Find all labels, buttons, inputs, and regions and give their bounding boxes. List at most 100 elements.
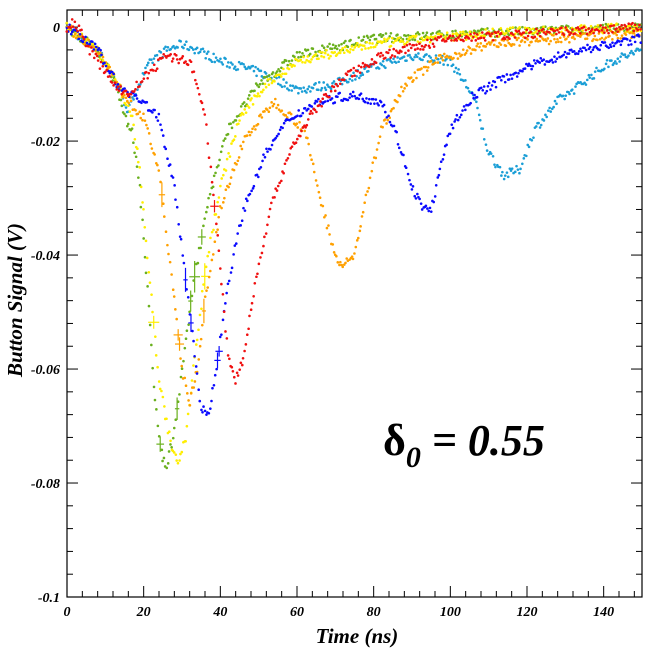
data-point	[279, 83, 282, 87]
data-point	[544, 113, 547, 117]
data-point	[420, 44, 424, 48]
data-point	[275, 70, 279, 73]
data-point	[178, 393, 181, 396]
data-point	[392, 106, 395, 110]
data-point	[201, 47, 205, 51]
series	[65, 24, 642, 407]
data-point	[286, 156, 290, 160]
data-point	[445, 31, 449, 35]
data-point	[589, 24, 593, 28]
data-point	[282, 121, 286, 125]
data-point	[309, 153, 312, 157]
data-point	[526, 34, 530, 38]
data-point	[392, 57, 395, 61]
data-point	[192, 339, 195, 343]
data-point	[227, 151, 230, 155]
data-point	[525, 28, 529, 32]
data-point	[227, 279, 231, 283]
data-point	[571, 35, 575, 39]
data-point	[203, 217, 206, 220]
data-point	[217, 60, 221, 63]
data-point	[384, 32, 388, 35]
data-point	[369, 65, 373, 68]
data-point	[473, 93, 476, 97]
data-point	[401, 90, 405, 93]
data-point	[607, 31, 610, 35]
data-point	[424, 65, 428, 69]
data-point	[264, 232, 268, 235]
data-point	[205, 123, 208, 126]
data-point	[455, 113, 459, 117]
data-point	[598, 37, 602, 41]
data-point	[244, 197, 248, 201]
data-point	[623, 53, 627, 56]
data-point	[552, 34, 555, 37]
data-point	[331, 43, 335, 47]
data-point	[214, 171, 217, 175]
data-point	[367, 65, 371, 69]
data-point	[603, 38, 606, 41]
data-point	[396, 142, 400, 146]
data-point	[216, 200, 219, 204]
data-point	[522, 31, 526, 34]
data-point	[428, 46, 432, 49]
data-point	[209, 236, 212, 240]
data-point	[68, 23, 71, 27]
data-point	[170, 60, 174, 63]
data-point	[333, 50, 337, 54]
data-point	[311, 55, 315, 59]
data-point	[267, 215, 271, 219]
data-point	[429, 38, 433, 42]
data-point	[366, 101, 370, 105]
data-point	[486, 84, 490, 88]
data-point	[535, 27, 538, 31]
data-point	[161, 395, 165, 399]
data-point	[350, 95, 354, 98]
data-point	[210, 258, 214, 262]
data-point	[250, 301, 254, 305]
data-point	[281, 72, 284, 76]
data-point	[612, 24, 616, 27]
data-point	[219, 184, 222, 188]
data-point	[387, 114, 390, 118]
data-point	[275, 106, 278, 110]
data-point	[247, 130, 251, 134]
data-point	[285, 116, 289, 119]
data-point	[195, 82, 198, 86]
data-point	[444, 39, 448, 43]
data-point	[227, 185, 230, 189]
data-point	[604, 62, 608, 66]
data-point	[497, 30, 500, 33]
data-point	[484, 28, 488, 31]
data-point	[96, 59, 100, 62]
data-point	[204, 56, 208, 60]
data-point	[484, 91, 487, 95]
data-point	[320, 86, 324, 90]
data-point	[620, 24, 623, 27]
data-point	[491, 27, 494, 31]
data-point	[206, 205, 209, 209]
data-point	[154, 354, 158, 357]
data-point	[415, 55, 419, 59]
data-point	[517, 71, 520, 75]
data-point	[451, 63, 455, 66]
data-point	[405, 84, 409, 87]
data-point	[169, 47, 172, 51]
data-point	[136, 88, 139, 91]
data-point	[239, 144, 242, 148]
data-point	[290, 89, 294, 92]
data-point	[301, 126, 305, 129]
data-point	[299, 87, 303, 90]
data-point	[338, 91, 342, 95]
data-point	[315, 110, 318, 114]
data-point	[186, 392, 189, 395]
data-point	[554, 40, 558, 44]
data-point	[370, 58, 374, 61]
data-point	[381, 54, 385, 57]
data-point	[432, 200, 436, 204]
data-point	[415, 43, 418, 47]
data-point	[514, 71, 518, 75]
data-point	[282, 171, 285, 175]
data-point	[259, 69, 263, 73]
data-point	[338, 51, 342, 55]
